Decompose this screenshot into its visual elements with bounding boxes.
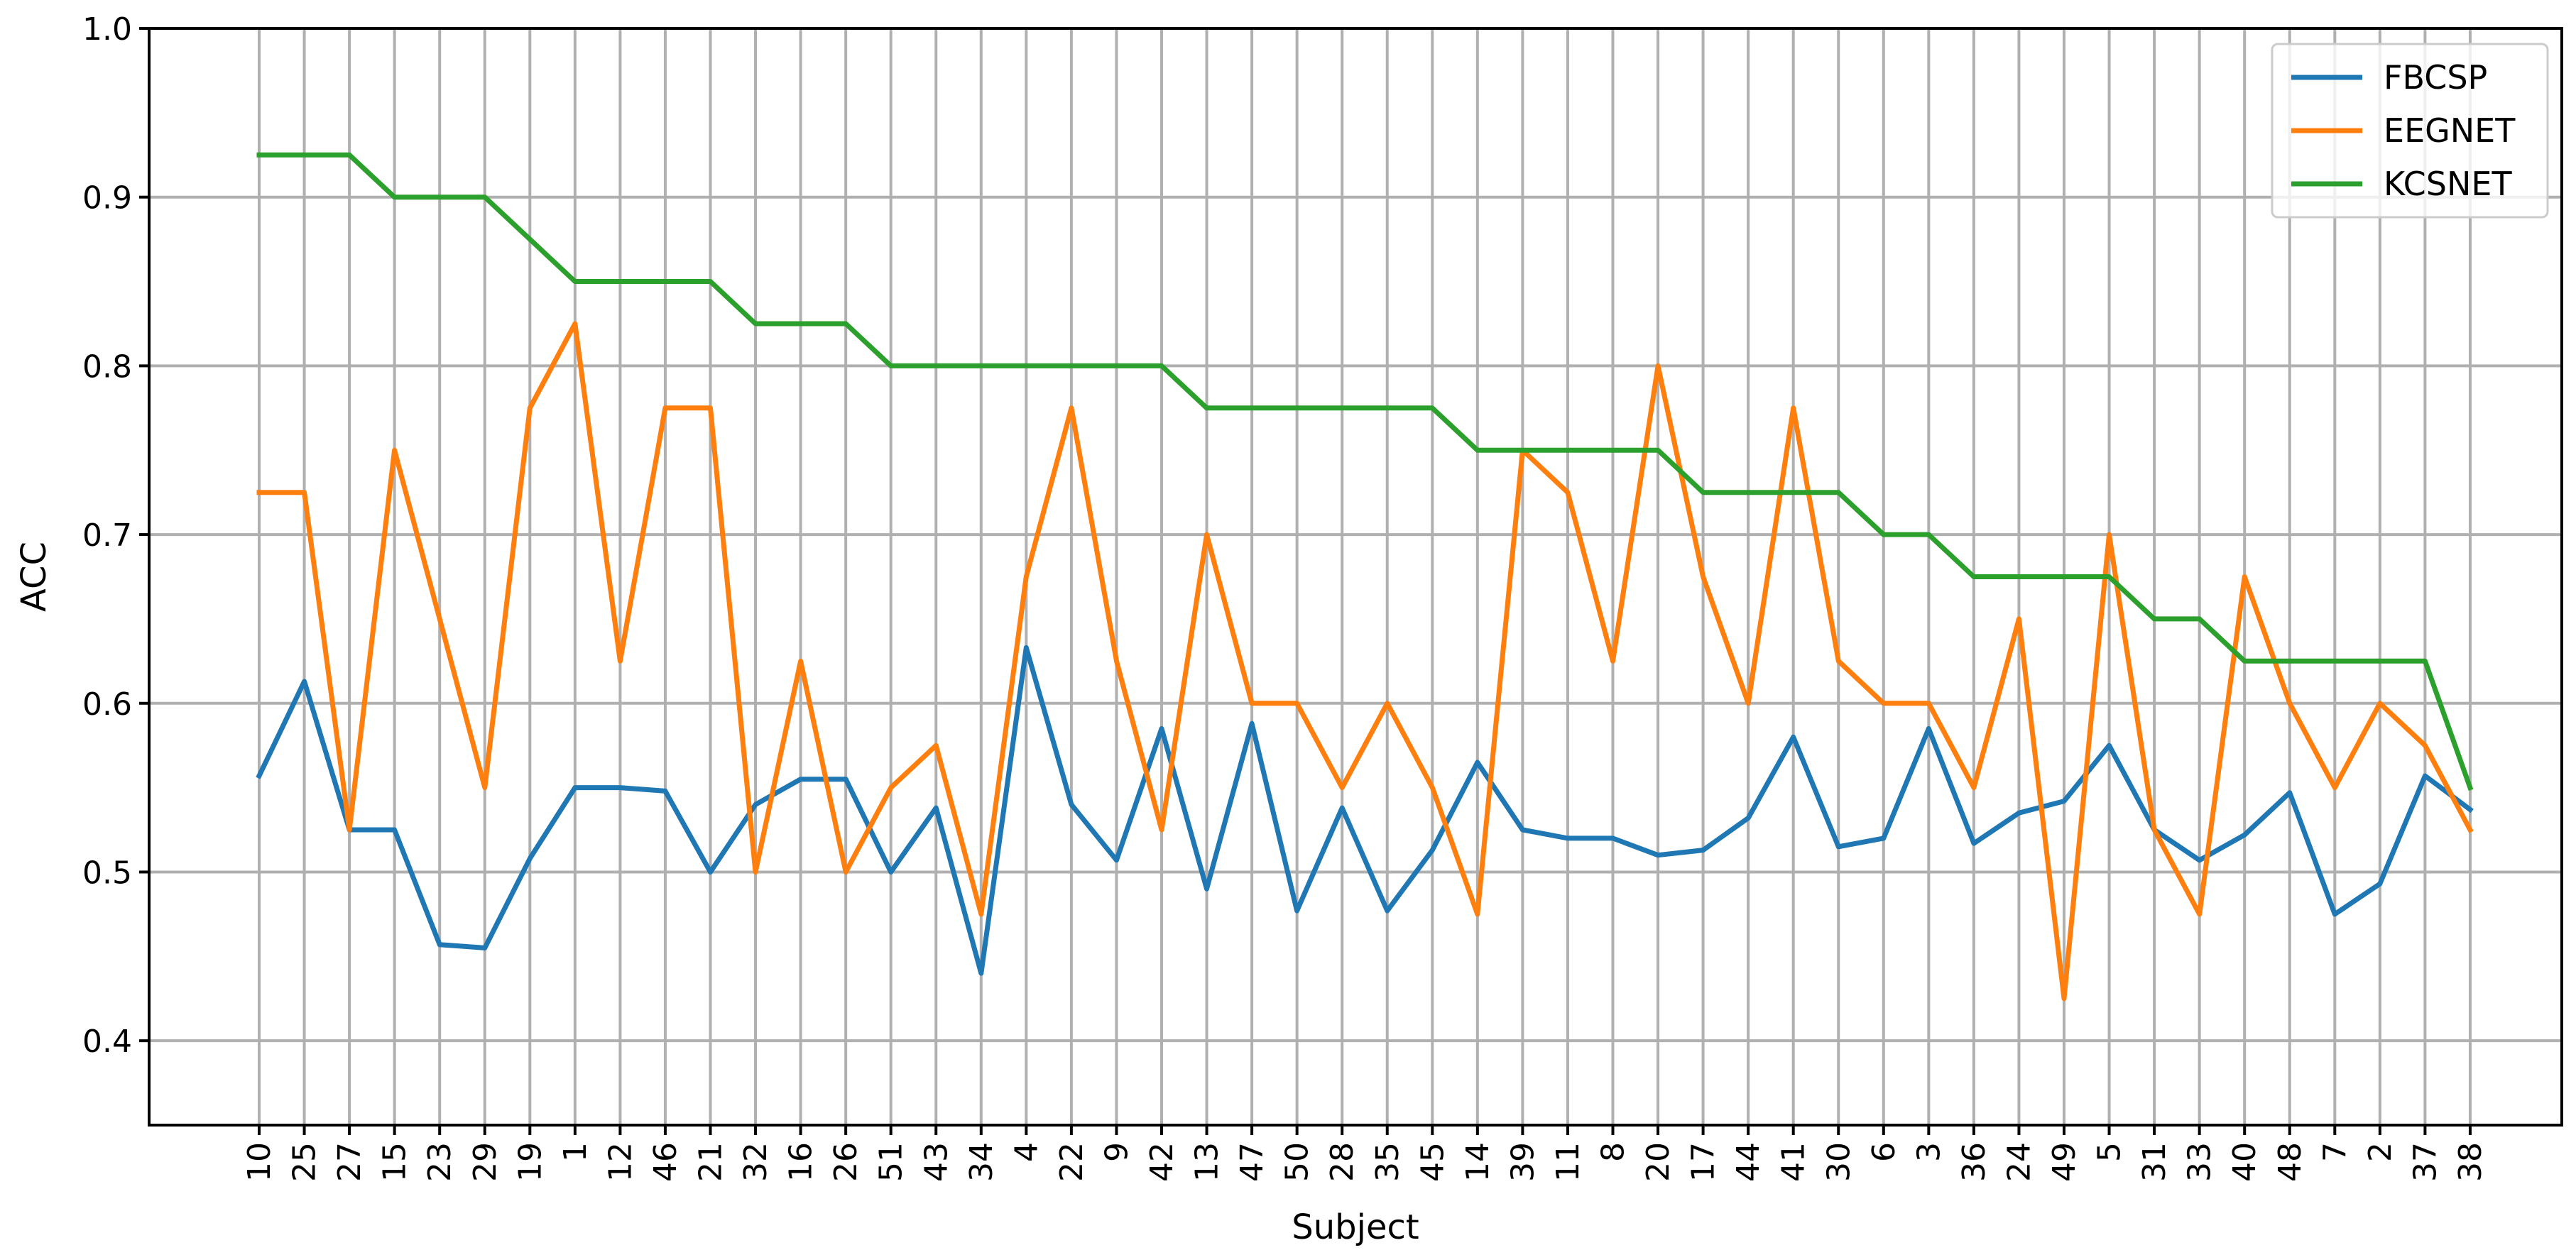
x-tick-label: 41 xyxy=(1776,1142,1812,1182)
y-axis-title: ACC xyxy=(14,542,54,612)
x-tick-label: 13 xyxy=(1189,1142,1226,1182)
x-tick-label: 50 xyxy=(1279,1142,1316,1182)
x-tick-label: 34 xyxy=(964,1142,1000,1182)
x-tick-label: 21 xyxy=(693,1142,729,1182)
legend-label-kcsnet: KCSNET xyxy=(2384,165,2512,203)
x-tick-label: 36 xyxy=(1956,1142,1992,1182)
x-axis-title: Subject xyxy=(1292,1207,1419,1247)
x-tick-label: 37 xyxy=(2407,1142,2443,1182)
x-tick-label: 26 xyxy=(828,1142,864,1182)
legend-box xyxy=(2271,43,2549,219)
x-tick-label: 25 xyxy=(287,1142,323,1182)
x-tick-label: 4 xyxy=(1008,1142,1044,1162)
series-line-kcsnet xyxy=(256,152,2474,791)
grid-lines xyxy=(149,27,2562,1125)
legend-label-fbcsp: FBCSP xyxy=(2384,58,2487,97)
x-tick-label: 47 xyxy=(1234,1142,1270,1182)
x-tick-label: 31 xyxy=(2136,1142,2173,1182)
y-tick-label: 0.9 xyxy=(82,180,132,217)
x-tick-label: 8 xyxy=(1595,1142,1632,1162)
x-tick-label: 24 xyxy=(2001,1142,2037,1182)
x-tick-label: 17 xyxy=(1686,1142,1722,1182)
x-tick-label: 35 xyxy=(1370,1142,1406,1182)
x-tick-label: 3 xyxy=(1911,1142,1947,1162)
y-tick-label: 0.4 xyxy=(82,1024,132,1060)
x-tick-label: 16 xyxy=(783,1142,819,1182)
x-tick-label: 30 xyxy=(1821,1142,1857,1182)
legend-label-eegnet: EEGNET xyxy=(2384,111,2516,150)
x-tick-label: 1 xyxy=(557,1142,594,1162)
x-tick-label: 51 xyxy=(873,1142,910,1182)
x-tick-label: 48 xyxy=(2272,1142,2308,1182)
x-tick-label: 19 xyxy=(512,1142,548,1182)
x-tick-label: 38 xyxy=(2452,1142,2489,1182)
x-tick-label: 28 xyxy=(1324,1142,1360,1182)
series-line-eegnet xyxy=(256,321,2474,1002)
x-tick-label: 32 xyxy=(738,1142,774,1182)
x-tick-label: 22 xyxy=(1054,1142,1090,1182)
x-tick-label: 7 xyxy=(2317,1142,2353,1162)
legend: FBCSP EEGNET KCSNET xyxy=(2271,43,2549,219)
x-tick-label: 23 xyxy=(422,1142,458,1182)
series-lines xyxy=(256,152,2474,1002)
y-axis: 0.4 0.5 0.6 0.7 0.8 0.9 1.0 xyxy=(82,11,149,1060)
y-tick-label: 0.6 xyxy=(82,686,132,723)
x-tick-label: 6 xyxy=(1866,1142,1902,1162)
x-tick-label: 15 xyxy=(377,1142,413,1182)
x-tick-label: 49 xyxy=(2046,1142,2083,1182)
y-tick-label: 0.7 xyxy=(82,517,132,554)
y-tick-label: 1.0 xyxy=(82,11,132,48)
x-tick-label: 11 xyxy=(1550,1142,1586,1182)
x-tick-label: 20 xyxy=(1640,1142,1676,1182)
y-tick-label: 0.5 xyxy=(82,855,132,891)
x-tick-label: 9 xyxy=(1098,1142,1135,1162)
x-tick-label: 33 xyxy=(2182,1142,2218,1182)
x-tick-label: 40 xyxy=(2227,1142,2263,1182)
x-tick-label: 45 xyxy=(1414,1142,1451,1182)
x-tick-label: 44 xyxy=(1730,1142,1767,1182)
x-tick-label: 14 xyxy=(1460,1142,1496,1182)
x-tick-label: 43 xyxy=(918,1142,954,1182)
x-tick-label: 39 xyxy=(1505,1142,1541,1182)
x-tick-label: 10 xyxy=(241,1142,278,1182)
x-tick-label: 12 xyxy=(602,1142,638,1182)
series-line-fbcsp xyxy=(256,645,2474,976)
x-tick-label: 27 xyxy=(332,1142,368,1182)
x-tick-label: 5 xyxy=(2092,1142,2128,1162)
x-tick-label: 42 xyxy=(1144,1142,1180,1182)
x-tick-label: 46 xyxy=(648,1142,684,1182)
x-axis: 10 25 27 15 23 29 19 1 12 46 21 32 16 26 51 43 34 4 22 9 42 1… xyxy=(241,1125,2489,1182)
x-tick-label: 29 xyxy=(467,1142,503,1182)
y-tick-label: 0.8 xyxy=(82,349,132,385)
plot-area-frame xyxy=(148,27,2563,1127)
x-tick-label: 2 xyxy=(2362,1142,2398,1162)
